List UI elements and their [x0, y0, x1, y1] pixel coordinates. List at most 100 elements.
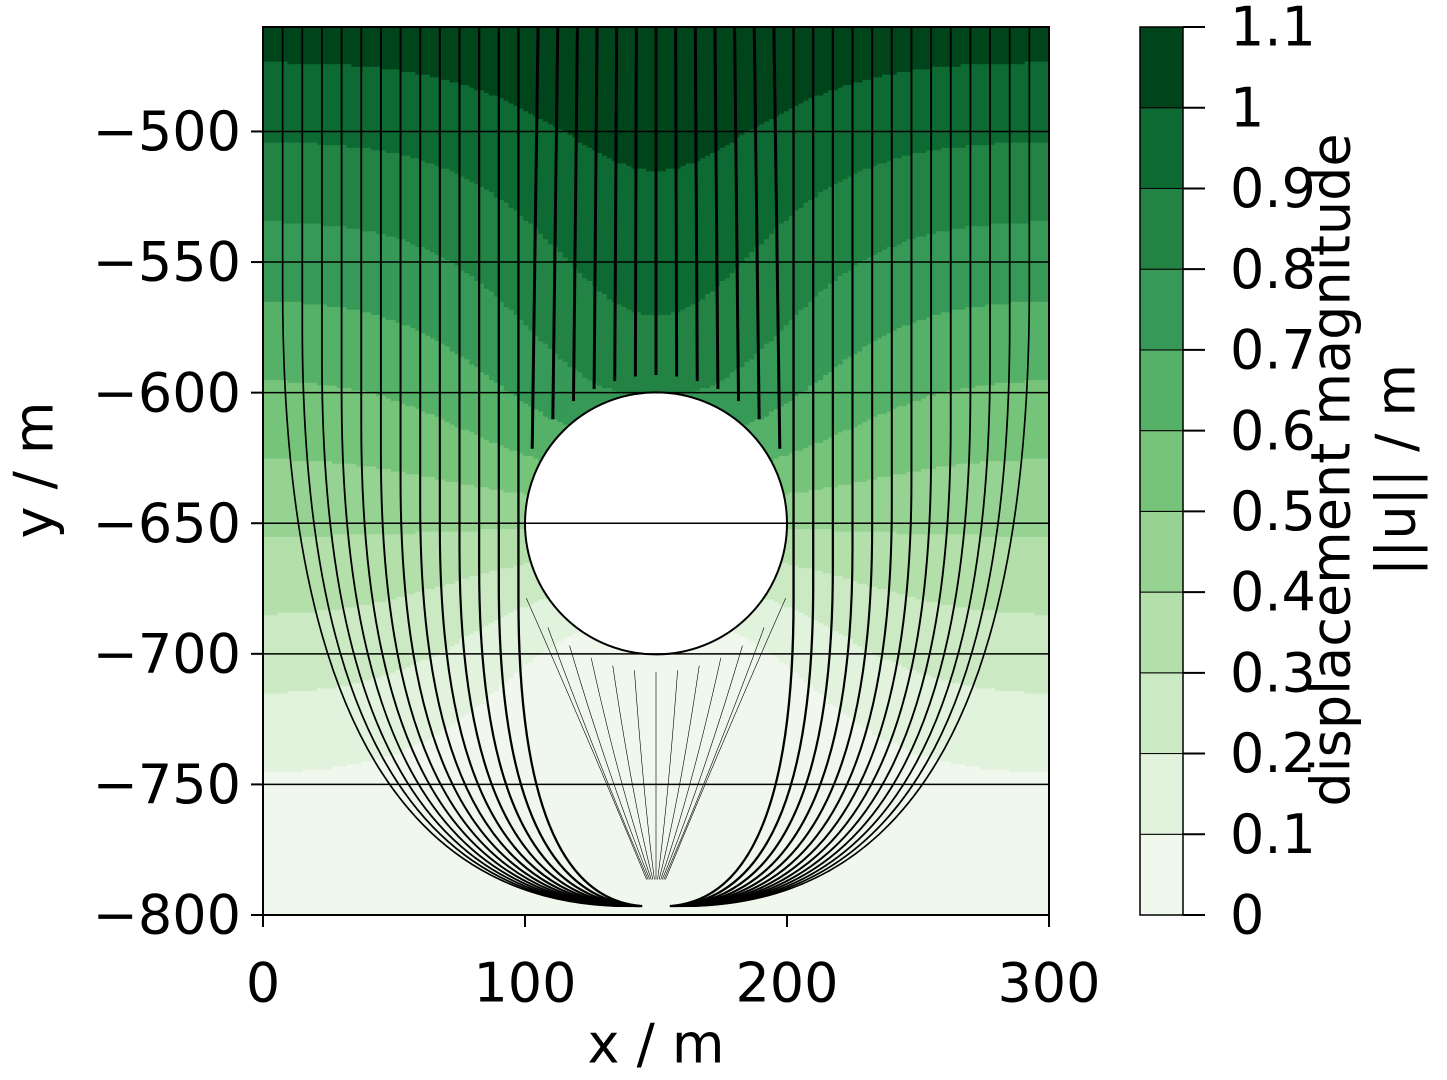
contour-band — [277, 141, 284, 221]
contour-band — [410, 27, 416, 72]
contour-band — [1039, 220, 1045, 302]
contour-band — [965, 27, 971, 65]
contour-band — [597, 290, 603, 386]
contour-band — [356, 228, 362, 310]
contour-band — [744, 638, 750, 916]
contour-band — [832, 706, 839, 916]
contour-band — [808, 97, 814, 200]
contour-band — [606, 619, 613, 916]
contour-band — [469, 632, 475, 712]
streamline — [458, 27, 637, 908]
contour-band — [808, 199, 814, 302]
contour-band — [896, 27, 903, 72]
contour-band — [778, 562, 785, 605]
contour-band — [538, 410, 544, 462]
contour-band — [341, 63, 348, 146]
contour-band — [818, 570, 824, 624]
contour-band — [931, 27, 937, 67]
y-tick-label: −700 — [93, 622, 241, 685]
contour-band — [955, 66, 962, 148]
contour-band — [351, 763, 357, 916]
streamline — [689, 27, 991, 908]
contour-band — [425, 335, 431, 415]
contour-band — [272, 379, 279, 459]
contour-band — [1024, 771, 1030, 916]
contour-band — [439, 256, 446, 344]
contour-band — [940, 27, 947, 67]
colorbar-tick-label: 0.1 — [1230, 803, 1316, 866]
contour-band — [430, 656, 436, 738]
contour-band — [896, 405, 903, 475]
contour-band — [454, 531, 461, 582]
contour-band — [543, 598, 549, 652]
contour-band — [862, 345, 868, 422]
plot-area — [263, 26, 1050, 916]
contour-band — [616, 27, 623, 164]
contour-band — [346, 228, 353, 310]
contour-band — [832, 280, 839, 368]
contour-band — [724, 27, 731, 146]
contour-band — [714, 27, 721, 151]
contour-band — [999, 612, 1006, 691]
contour-band — [547, 123, 554, 245]
contour-band — [287, 690, 294, 772]
contour-band — [1019, 536, 1026, 613]
contour-band — [341, 27, 348, 65]
contour-band — [1014, 27, 1021, 65]
contour-band — [366, 66, 372, 148]
contour-band — [719, 379, 726, 436]
streamline — [613, 26, 619, 382]
contour-band — [484, 27, 490, 93]
contour-band — [277, 693, 284, 772]
contour-band — [331, 463, 338, 535]
streamline — [497, 27, 641, 908]
contour-band — [331, 533, 338, 611]
contour-band — [385, 598, 392, 676]
contour-band — [326, 225, 333, 308]
contour-band — [872, 27, 878, 78]
contour-band — [877, 413, 883, 477]
contour-band — [297, 612, 303, 691]
contour-band — [724, 144, 731, 279]
contour-band — [901, 533, 908, 595]
contour-band — [656, 27, 662, 172]
contour-band — [965, 225, 971, 308]
contour-band — [371, 66, 377, 151]
contour-band — [670, 617, 677, 916]
contour-band — [621, 306, 628, 394]
contour-band — [351, 606, 357, 684]
contour-band — [832, 575, 839, 631]
contour-band — [955, 606, 962, 684]
contour-band — [994, 382, 1001, 462]
contour-band — [926, 674, 932, 757]
contour-band — [970, 27, 976, 65]
contour-band — [331, 27, 338, 65]
streamline — [681, 27, 913, 908]
contour-band — [415, 246, 421, 331]
contour-band — [390, 319, 397, 402]
contour-band — [641, 168, 647, 315]
contour-band — [994, 690, 1001, 770]
contour-band — [788, 215, 795, 321]
contour-band — [263, 536, 269, 616]
contour-band — [479, 186, 485, 284]
contour-band — [778, 222, 785, 331]
contour-band — [317, 609, 323, 689]
contour-band — [837, 181, 844, 276]
contour-band — [562, 131, 569, 258]
contour-band — [778, 27, 785, 114]
contour-band — [867, 729, 873, 916]
contour-band — [503, 491, 510, 530]
contour-band — [488, 290, 495, 381]
contour-band — [498, 685, 505, 916]
contour-band — [891, 531, 898, 592]
contour-band — [351, 147, 357, 229]
contour-band — [970, 533, 976, 611]
contour-band — [513, 105, 520, 211]
contour-band — [783, 110, 790, 221]
contour-band — [1014, 141, 1021, 224]
contour-band — [1029, 141, 1035, 221]
contour-band — [341, 144, 348, 227]
contour-band — [420, 160, 426, 247]
streamline — [551, 26, 560, 420]
